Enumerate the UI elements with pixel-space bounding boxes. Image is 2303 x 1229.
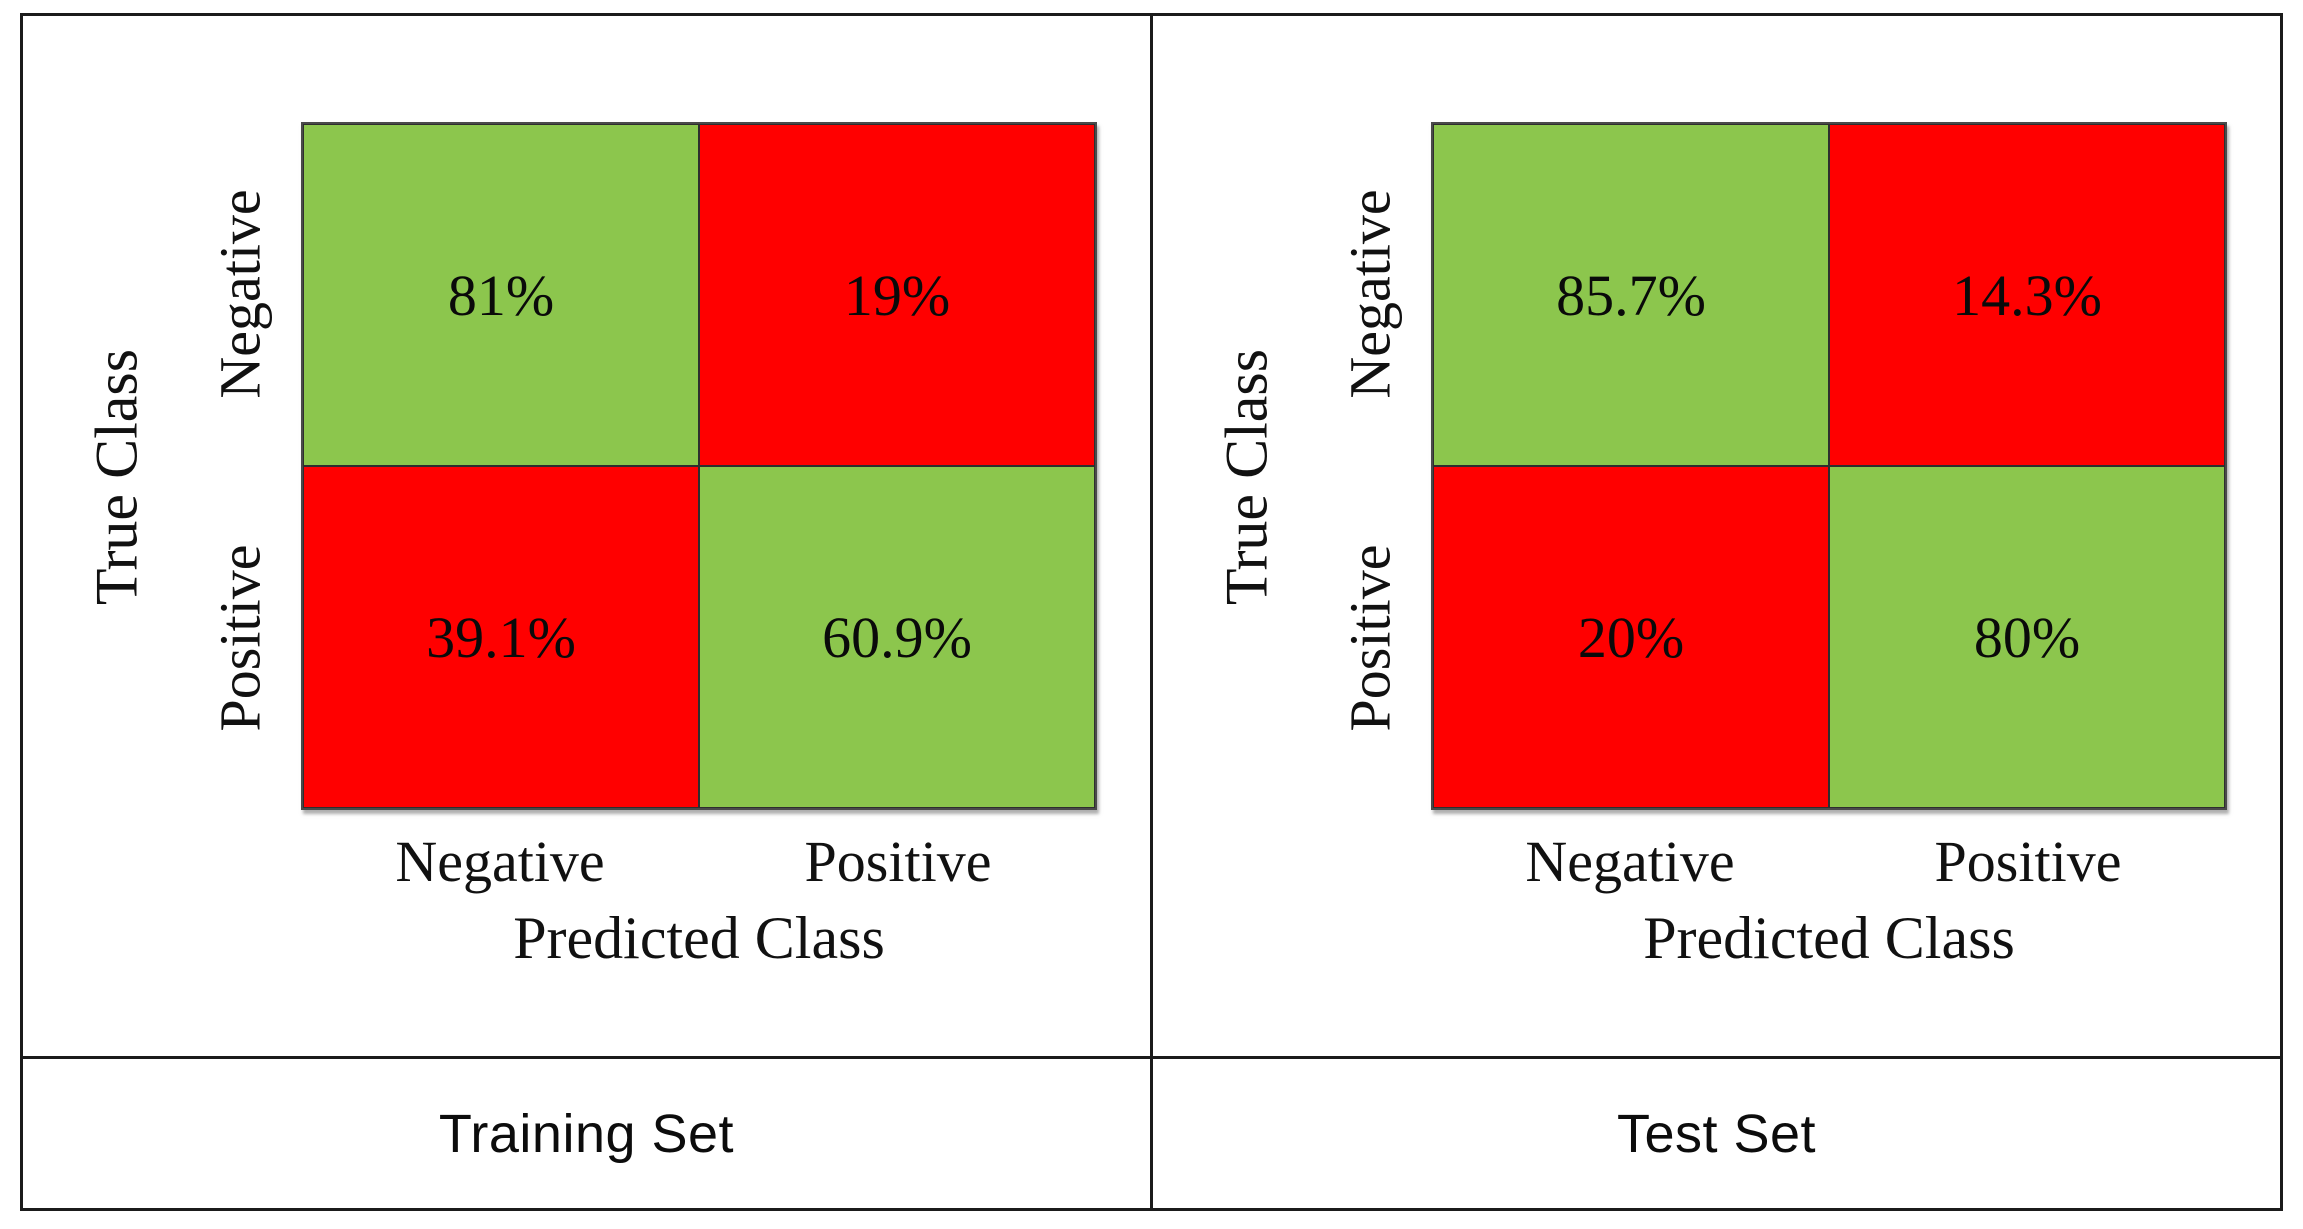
matrix-grid: 85.7% 14.3% 20% 80%: [1431, 122, 2227, 810]
panel-caption: Training Set: [438, 1103, 735, 1164]
cell-value: 39.1%: [426, 604, 576, 670]
cell-value: 80%: [1973, 604, 2081, 670]
panel-test-set: True Class Negative Positive 85.7% 14.3%…: [1150, 16, 2280, 1208]
confusion-matrix-test: True Class Negative Positive 85.7% 14.3%…: [1153, 16, 2280, 1056]
panel-caption: Test Set: [1616, 1103, 1817, 1164]
y-axis-title: True Class: [1213, 348, 1280, 606]
cell-true-positive-pred-negative: 39.1%: [303, 466, 699, 808]
cell-true-positive-pred-positive: 80%: [1829, 466, 2225, 808]
x-axis-title: Predicted Class: [513, 905, 885, 971]
row-label-positive: Positive: [207, 544, 273, 732]
row-label-positive: Positive: [1337, 544, 1403, 732]
x-axis-title: Predicted Class: [1643, 905, 2015, 971]
cell-value: 60.9%: [822, 604, 972, 670]
cell-true-negative-pred-positive: 14.3%: [1829, 124, 2225, 466]
cell-true-positive-pred-negative: 20%: [1433, 466, 1829, 808]
cell-value: 20%: [1577, 604, 1685, 670]
cell-value: 19%: [843, 262, 951, 328]
confusion-matrix-training: True Class Negative Positive 81% 19% 39.…: [23, 16, 1150, 1056]
col-label-negative: Negative: [1525, 829, 1735, 894]
caption-row: Test Set: [1153, 1056, 2280, 1208]
cell-true-negative-pred-negative: 85.7%: [1433, 124, 1829, 466]
col-label-positive: Positive: [1934, 829, 2122, 894]
cell-true-positive-pred-positive: 60.9%: [699, 466, 1095, 808]
cell-true-negative-pred-negative: 81%: [303, 124, 699, 466]
figure-frame: True Class Negative Positive 81% 19% 39.…: [20, 13, 2283, 1211]
col-label-negative: Negative: [395, 829, 605, 894]
cell-value: 14.3%: [1952, 262, 2102, 328]
cell-true-negative-pred-positive: 19%: [699, 124, 1095, 466]
panel-training-set: True Class Negative Positive 81% 19% 39.…: [23, 16, 1150, 1208]
row-label-negative: Negative: [207, 189, 273, 399]
y-axis-title: True Class: [83, 348, 150, 606]
row-label-negative: Negative: [1337, 189, 1403, 399]
col-label-positive: Positive: [804, 829, 992, 894]
cell-value: 81%: [447, 262, 555, 328]
matrix-grid: 81% 19% 39.1% 60.9%: [301, 122, 1097, 810]
caption-row: Training Set: [23, 1056, 1150, 1208]
cell-value: 85.7%: [1556, 262, 1706, 328]
